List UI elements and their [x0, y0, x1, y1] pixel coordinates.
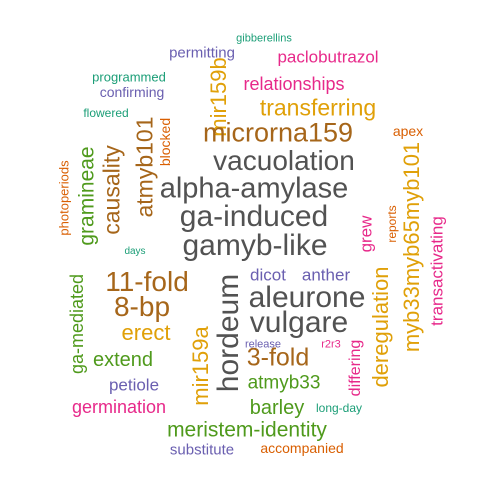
word-alpha-amylase: alpha-amylase [159, 172, 349, 205]
word-gramineae: gramineae [75, 146, 99, 246]
word-meristem-identity: meristem-identity [167, 418, 327, 442]
word-microrna159: microrna159 [202, 117, 354, 148]
word-blocked: blocked [157, 117, 173, 167]
word-germination: germination [71, 397, 167, 417]
word-causality: causality [98, 145, 125, 235]
word-11-fold: 11-fold [105, 266, 189, 297]
word-anther: anther [301, 265, 351, 285]
word-differing: differing [347, 339, 364, 397]
word-grew: grew [356, 215, 376, 253]
word-reports: reports [385, 205, 399, 243]
word-atmyb33: atmyb33 [247, 372, 321, 394]
word-days: days [124, 246, 146, 257]
word-photoperiods: photoperiods [56, 160, 72, 236]
word-petiole: petiole [108, 375, 160, 395]
word-barley: barley [249, 397, 305, 419]
word-apex: apex [392, 123, 424, 139]
word-programmed: programmed [92, 69, 166, 85]
word-permitting: permitting [169, 44, 235, 62]
word-erect: erect [121, 320, 171, 345]
word-gibberellins: gibberellins [236, 32, 292, 45]
word-myb33myb65myb101: myb33myb65myb101 [399, 141, 424, 353]
word-long-day: long-day [315, 401, 363, 415]
word-vulgare: vulgare [249, 306, 349, 339]
word-paclobutrazol: paclobutrazol [277, 47, 379, 67]
word-ga-mediated: ga-mediated [67, 273, 87, 375]
word-transferring: transferring [259, 94, 377, 121]
word-dicot: dicot [250, 265, 286, 285]
word-aleurone: aleurone [248, 281, 366, 314]
word-extend: extend [92, 349, 154, 371]
word-vacuolation: vacuolation [213, 145, 355, 176]
word-ga-induced: ga-induced [179, 200, 329, 233]
word-release: release [244, 338, 282, 351]
word-flowered: flowered [83, 106, 129, 120]
word-atmyb101: atmyb101 [131, 116, 158, 218]
word-hordeum: hordeum [212, 273, 245, 393]
word-substitute: substitute [169, 441, 235, 459]
word-relationships: relationships [243, 74, 345, 94]
word-deregulation: deregulation [368, 266, 393, 388]
word-3-fold: 3-fold [246, 343, 310, 372]
word-r2r3: r2r3 [321, 338, 341, 351]
word-confirming: confirming [99, 84, 165, 100]
word-mir159a: mir159a [188, 326, 213, 406]
word-8-bp: 8-bp [113, 291, 171, 322]
word-gamyb-like: gamyb-like [182, 229, 328, 262]
word-transactivating: transactivating [427, 216, 447, 326]
word-accompanied: accompanied [260, 440, 344, 456]
